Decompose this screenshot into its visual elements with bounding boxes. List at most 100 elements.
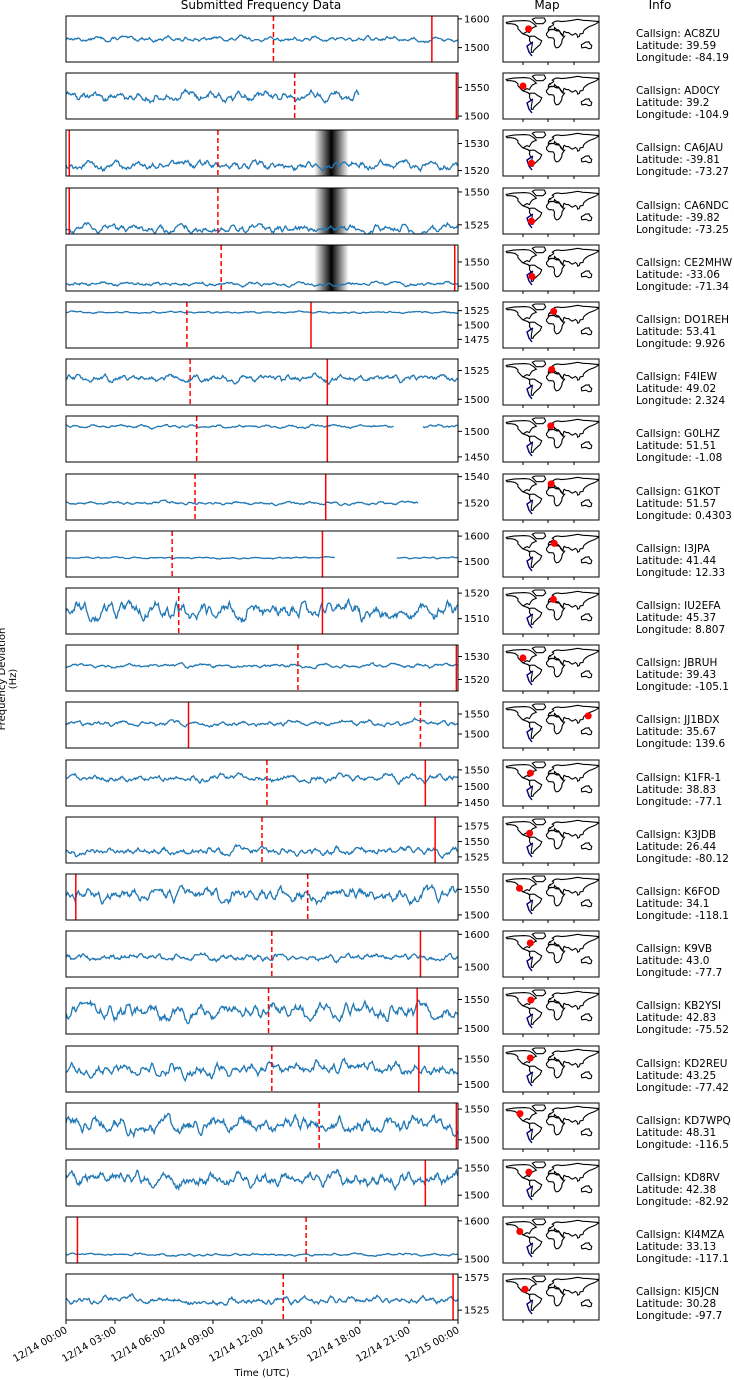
- map-frame: [502, 873, 600, 921]
- latitude-line: Latitude: 51.51: [636, 440, 717, 452]
- station-marker: [548, 365, 556, 373]
- station-marker: [525, 1168, 533, 1176]
- station-info: Callsign: KD7WPQ Latitude: 48.31 Longitude…: [636, 1115, 731, 1151]
- panel-frame: [65, 301, 459, 349]
- signal-line: [65, 372, 459, 386]
- signal-line: [65, 555, 459, 560]
- longitude-line: Longitude: 12.33: [636, 567, 726, 579]
- x-tick-label: 12/15 00:00: [403, 1325, 461, 1365]
- map-frame: [502, 244, 600, 292]
- world-map: [503, 302, 599, 348]
- map-frame: [502, 701, 600, 749]
- map-background: [503, 645, 599, 691]
- station-marker: [516, 1228, 524, 1236]
- station-marker: [549, 595, 557, 603]
- station-info: Callsign: AD0CY Latitude: 39.2 Longitude: …: [636, 85, 729, 121]
- world-map: [503, 245, 599, 291]
- world-map: [503, 1103, 599, 1149]
- latitude-line: Latitude: -33.06: [636, 269, 720, 281]
- y-tick-label: 1525: [464, 1306, 489, 1317]
- callsign-line: Callsign: KD8RV: [636, 1172, 720, 1184]
- signal-line: [66, 499, 419, 507]
- world-map: [503, 817, 599, 863]
- map-path: [526, 1242, 534, 1258]
- callsign-line: Callsign: IU2EFA: [636, 600, 721, 612]
- station-marker: [550, 539, 558, 547]
- station-info: Callsign: IU2EFA Latitude: 45.37 Longitude…: [636, 600, 725, 636]
- x-axis-label: Time (UTC): [234, 1368, 290, 1379]
- y-tick-label: 1500: [464, 1255, 489, 1266]
- map-path: [526, 1071, 534, 1087]
- signal-line: [65, 772, 459, 785]
- signal-line: [65, 1252, 459, 1258]
- map-frame: [502, 930, 600, 978]
- panel-kb2ysi: 1550 1500: [65, 987, 600, 1037]
- signal-line: [65, 717, 459, 728]
- station-marker: [521, 1285, 529, 1293]
- latitude-line: Latitude: 34.1: [636, 898, 710, 910]
- latitude-line: Latitude: 39.2: [636, 97, 710, 109]
- panel-k3jdb: 1575 1550 1525: [65, 816, 600, 866]
- map-frame: [502, 473, 600, 521]
- map-path: [526, 499, 534, 515]
- world-map: [503, 588, 599, 634]
- map-land: [505, 818, 599, 854]
- y-tick-label: 1450: [464, 452, 489, 463]
- panel-jj1bdx: 1550 1500: [65, 701, 600, 751]
- map-path: [526, 1128, 534, 1144]
- panel-ad0cy: 1500 1550: [65, 72, 600, 123]
- map-frame: [502, 358, 600, 406]
- y-tick-label: 1550: [464, 765, 489, 776]
- world-map: [503, 645, 599, 691]
- map-land: [505, 532, 599, 568]
- map-path: [526, 670, 534, 686]
- y-tick-label: 1575: [464, 1273, 489, 1284]
- longitude-line: Longitude: -80.12: [636, 853, 729, 865]
- station-info: Callsign: JJ1BDX Latitude: 35.67 Longitude…: [636, 714, 725, 750]
- world-map: [503, 531, 599, 577]
- panel-frame: [65, 1045, 459, 1093]
- panel-frame: [65, 244, 459, 292]
- world-map: [503, 1217, 599, 1263]
- latitude-line: Latitude: 33.13: [636, 1241, 717, 1253]
- map-land: [505, 303, 599, 339]
- panel-k1fr-1: 1550 1500 1450: [65, 759, 600, 809]
- signal-line: [66, 423, 459, 430]
- x-tick-label: 12/14 06:00: [109, 1325, 167, 1365]
- data-column-title: Submitted Frequency Data: [180, 0, 342, 12]
- world-map: [503, 1046, 599, 1092]
- map-background: [503, 245, 599, 291]
- y-tick-label: 1550: [464, 1054, 489, 1065]
- station-marker: [527, 996, 535, 1004]
- panel-frame: [65, 473, 459, 521]
- y-tick-label: 1575: [464, 822, 489, 833]
- map-background: [503, 531, 599, 577]
- longitude-line: Longitude: 0.4303: [636, 510, 732, 522]
- x-tick-label: 12/14 09:00: [158, 1325, 216, 1365]
- signal-line: [65, 1168, 459, 1192]
- longitude-line: Longitude: -104.9: [636, 109, 729, 121]
- panel-i3jpa: 1600 1500: [65, 530, 600, 580]
- longitude-line: Longitude: -117.1: [636, 1253, 729, 1265]
- map-frame: [502, 587, 600, 635]
- y-tick-label: 1520: [464, 589, 489, 600]
- map-path: [526, 1013, 534, 1029]
- y-tick-label: 1520: [464, 166, 489, 177]
- panel-frame: [65, 415, 459, 463]
- station-marker: [550, 307, 558, 315]
- map-frame: [502, 1216, 600, 1264]
- panel-k6fod: 1550 1500: [65, 873, 600, 923]
- map-frame: [502, 1102, 600, 1150]
- map-path: [526, 899, 534, 915]
- signal-line: [65, 221, 459, 235]
- latitude-line: Latitude: 51.57: [636, 498, 717, 510]
- longitude-line: Longitude: -73.25: [636, 224, 729, 236]
- latitude-line: Latitude: 38.83: [636, 784, 717, 796]
- map-background: [503, 130, 599, 176]
- night-shading: [314, 130, 349, 176]
- panel-frame: [65, 530, 459, 578]
- map-background: [503, 1160, 599, 1206]
- y-tick-label: 1530: [464, 139, 489, 150]
- map-background: [503, 817, 599, 863]
- latitude-line: Latitude: 30.28: [636, 1298, 717, 1310]
